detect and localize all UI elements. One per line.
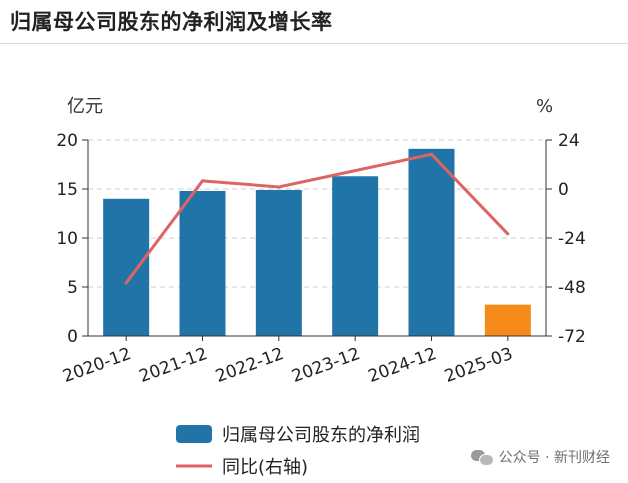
bar-series	[103, 148, 531, 336]
x-tick-label: 2020-12	[60, 344, 134, 387]
left-tick-label: 5	[67, 278, 78, 298]
legend-label-line: 同比(右轴)	[222, 457, 308, 478]
x-tick-label: 2022-12	[213, 344, 287, 387]
watermark-text: 公众号 · 新刊财经	[498, 450, 610, 466]
left-tick-label: 10	[56, 229, 78, 249]
gridlines	[88, 139, 546, 288]
legend: 归属母公司股东的净利润 同比(右轴)	[176, 425, 420, 478]
yoy-point-2022-12	[277, 185, 281, 189]
yoy-point-2025-03	[506, 232, 510, 236]
right-tick-label: -48	[558, 278, 586, 298]
x-tick-label: 2024-12	[366, 344, 440, 387]
yoy-growth-line	[124, 152, 509, 284]
bar-2023-12	[332, 176, 379, 336]
wechat-icon	[470, 448, 494, 466]
left-tick-label: 0	[67, 327, 78, 347]
chart-title: 归属母公司股东的净利润及增长率	[10, 10, 333, 34]
watermark: 公众号 · 新刊财经	[470, 447, 610, 467]
left-tick-label: 15	[56, 180, 78, 200]
bar-2025-03	[484, 304, 531, 336]
yoy-point-2023-12	[353, 169, 357, 173]
legend-swatch-bar	[176, 425, 212, 443]
bar-2022-12	[255, 189, 302, 336]
right-tick-label: -72	[558, 327, 586, 347]
right-tick-label: 24	[558, 131, 580, 151]
line-series	[124, 152, 510, 285]
bar-2021-12	[179, 190, 226, 336]
bar-2020-12	[103, 198, 150, 336]
x-tick-label: 2025-03	[442, 344, 516, 387]
x-tick-label: 2021-12	[137, 344, 211, 387]
yoy-point-2021-12	[201, 179, 204, 183]
right-tick-label: 0	[558, 180, 569, 200]
right-tick-label: -24	[558, 229, 586, 249]
legend-label-bar: 归属母公司股东的净利润	[222, 425, 420, 446]
yoy-point-2024-12	[430, 152, 433, 156]
bar-2024-12	[408, 148, 455, 336]
x-tick-label: 2023-12	[289, 344, 363, 387]
chart-header: 归属母公司股东的净利润及增长率	[0, 0, 628, 44]
yoy-point-2020-12	[124, 281, 128, 285]
left-tick-label: 20	[56, 131, 78, 151]
right-axis-unit: %	[536, 96, 553, 117]
left-axis-unit: 亿元	[67, 96, 103, 117]
